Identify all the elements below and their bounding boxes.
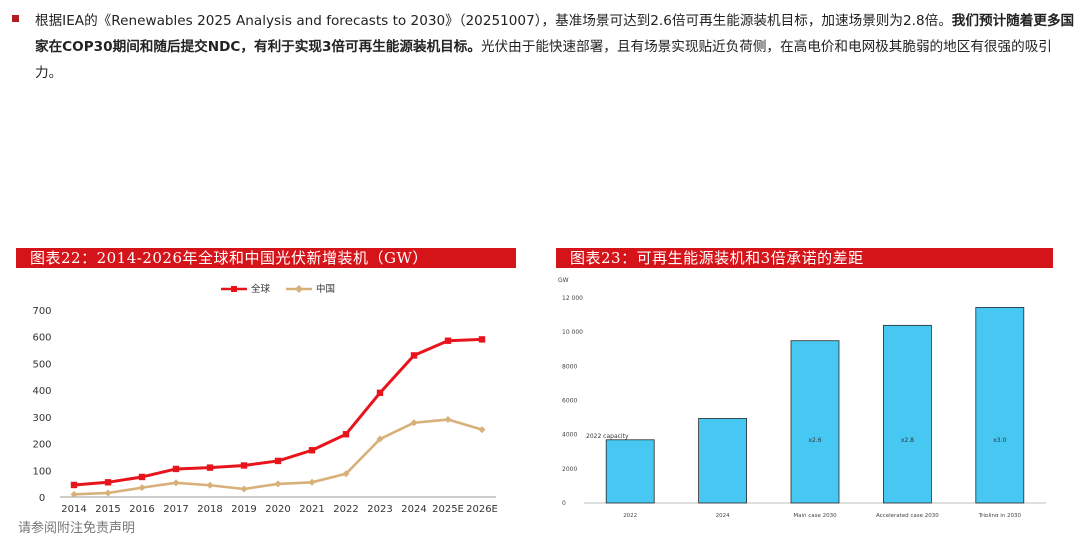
data-point	[478, 426, 486, 434]
data-point	[104, 489, 112, 497]
bar	[790, 340, 840, 504]
reference-label: 2022 capacity	[586, 433, 629, 440]
data-point	[104, 479, 112, 486]
x-tick-label: 2019	[231, 504, 256, 515]
x-tick-label: 2018	[197, 504, 222, 515]
multiplier-annotation: x2.8	[901, 437, 914, 444]
data-point	[240, 462, 248, 469]
data-point	[206, 464, 214, 471]
chart22-title: 图表22：2014-2026年全球和中国光伏新增装机（GW）	[16, 248, 516, 268]
bullet-square-icon	[12, 15, 19, 22]
data-point	[274, 457, 282, 465]
data-point	[70, 490, 78, 498]
y-tick-label: 500	[32, 359, 51, 370]
bar	[605, 439, 655, 504]
y-tick-label: 4000	[562, 432, 577, 439]
summary-part-3: 光伏由于能快速部署，且有场景实现贴近负荷侧，在高电价和电网极其脆弱的地区有很强的…	[35, 39, 1052, 81]
multiplier-annotation: x2.6	[808, 437, 821, 444]
summary-part-1: 根据IEA的《Renewables 2025 Analysis and fore…	[35, 13, 952, 29]
y-tick-label: 200	[32, 440, 51, 451]
y-tick-label: 100	[32, 466, 51, 477]
legend-item: 中国	[286, 283, 335, 295]
x-tick-label: 2024	[716, 513, 730, 517]
x-tick-label: 2026E	[466, 504, 498, 515]
x-tick-label: 2015	[95, 504, 120, 515]
chart23-bar-chart: GW 0 2000 4000 6000 8000 10 000 12 000 2022 2024 M…	[558, 277, 1046, 517]
bar	[882, 324, 932, 504]
y-tick-label: 0	[39, 493, 45, 504]
data-point	[308, 478, 316, 486]
data-point	[308, 447, 316, 454]
summary-part-2-bold: 我们预计随着更多国家在COP30期间和随后提交NDC，有利于实现3倍可再生能源装…	[35, 13, 1075, 55]
data-point	[342, 431, 350, 438]
data-point	[70, 481, 78, 489]
y-tick-label: 2000	[562, 466, 577, 473]
multiplier-annotation: x3.0	[993, 437, 1006, 444]
data-point	[138, 484, 146, 492]
y-tick-label: 12 000	[562, 295, 583, 302]
x-tick-label: Accelerated case 2030	[876, 513, 939, 517]
y-tick-label: 8000	[562, 363, 577, 370]
x-tick-label: 2020	[265, 504, 290, 515]
y-tick-label: 400	[32, 386, 51, 397]
y-axis-label: GW	[558, 277, 569, 284]
data-point	[342, 470, 350, 478]
legend-label: 全球	[251, 283, 271, 295]
summary-paragraph: 根据IEA的《Renewables 2025 Analysis and fore…	[35, 8, 1075, 86]
y-tick-label: 700	[32, 306, 51, 317]
x-tick-label: 2016	[129, 504, 154, 515]
data-point	[376, 435, 384, 443]
legend-item: 全球	[221, 283, 271, 295]
y-tick-label: 10 000	[562, 329, 583, 336]
x-tick-label: Tripling in 2030	[978, 513, 1022, 517]
x-tick-label: Main case 2030	[793, 513, 837, 517]
data-point	[172, 465, 180, 473]
x-tick-label: 2022	[623, 513, 637, 517]
data-point	[274, 480, 282, 488]
x-tick-label: 2017	[163, 504, 188, 515]
data-point	[444, 337, 452, 344]
data-point	[172, 479, 180, 487]
y-tick-label: 600	[32, 333, 51, 344]
chart22-line-chart: 0 100 200 300 400 500 600 700 2014 2015 2016 2017 20…	[32, 283, 498, 515]
x-tick-label: 2022	[333, 504, 358, 515]
y-tick-label: 0	[562, 500, 566, 507]
x-tick-label: 2021	[299, 504, 324, 515]
legend-swatch-marker	[231, 286, 237, 292]
data-point	[240, 485, 248, 493]
x-tick-label: 2025E	[432, 504, 464, 515]
data-point	[206, 481, 214, 489]
disclaimer-footer: 请参阅附注免责声明	[18, 521, 136, 536]
chart23-title: 图表23：可再生能源装机和3倍承诺的差距	[556, 248, 1053, 268]
data-point	[138, 473, 146, 481]
x-tick-label: 2023	[367, 504, 392, 515]
bar	[975, 306, 1025, 504]
bar	[698, 418, 748, 504]
x-tick-label: 2024	[401, 504, 426, 515]
data-point	[478, 336, 486, 343]
data-point	[410, 352, 418, 359]
y-tick-label: 300	[32, 413, 51, 424]
legend-swatch-marker	[295, 285, 303, 293]
data-point	[410, 419, 418, 427]
x-tick-label: 2014	[61, 504, 86, 515]
y-tick-label: 6000	[562, 398, 577, 405]
data-point	[376, 389, 384, 397]
legend-label: 中国	[316, 283, 335, 295]
data-point	[444, 416, 452, 424]
